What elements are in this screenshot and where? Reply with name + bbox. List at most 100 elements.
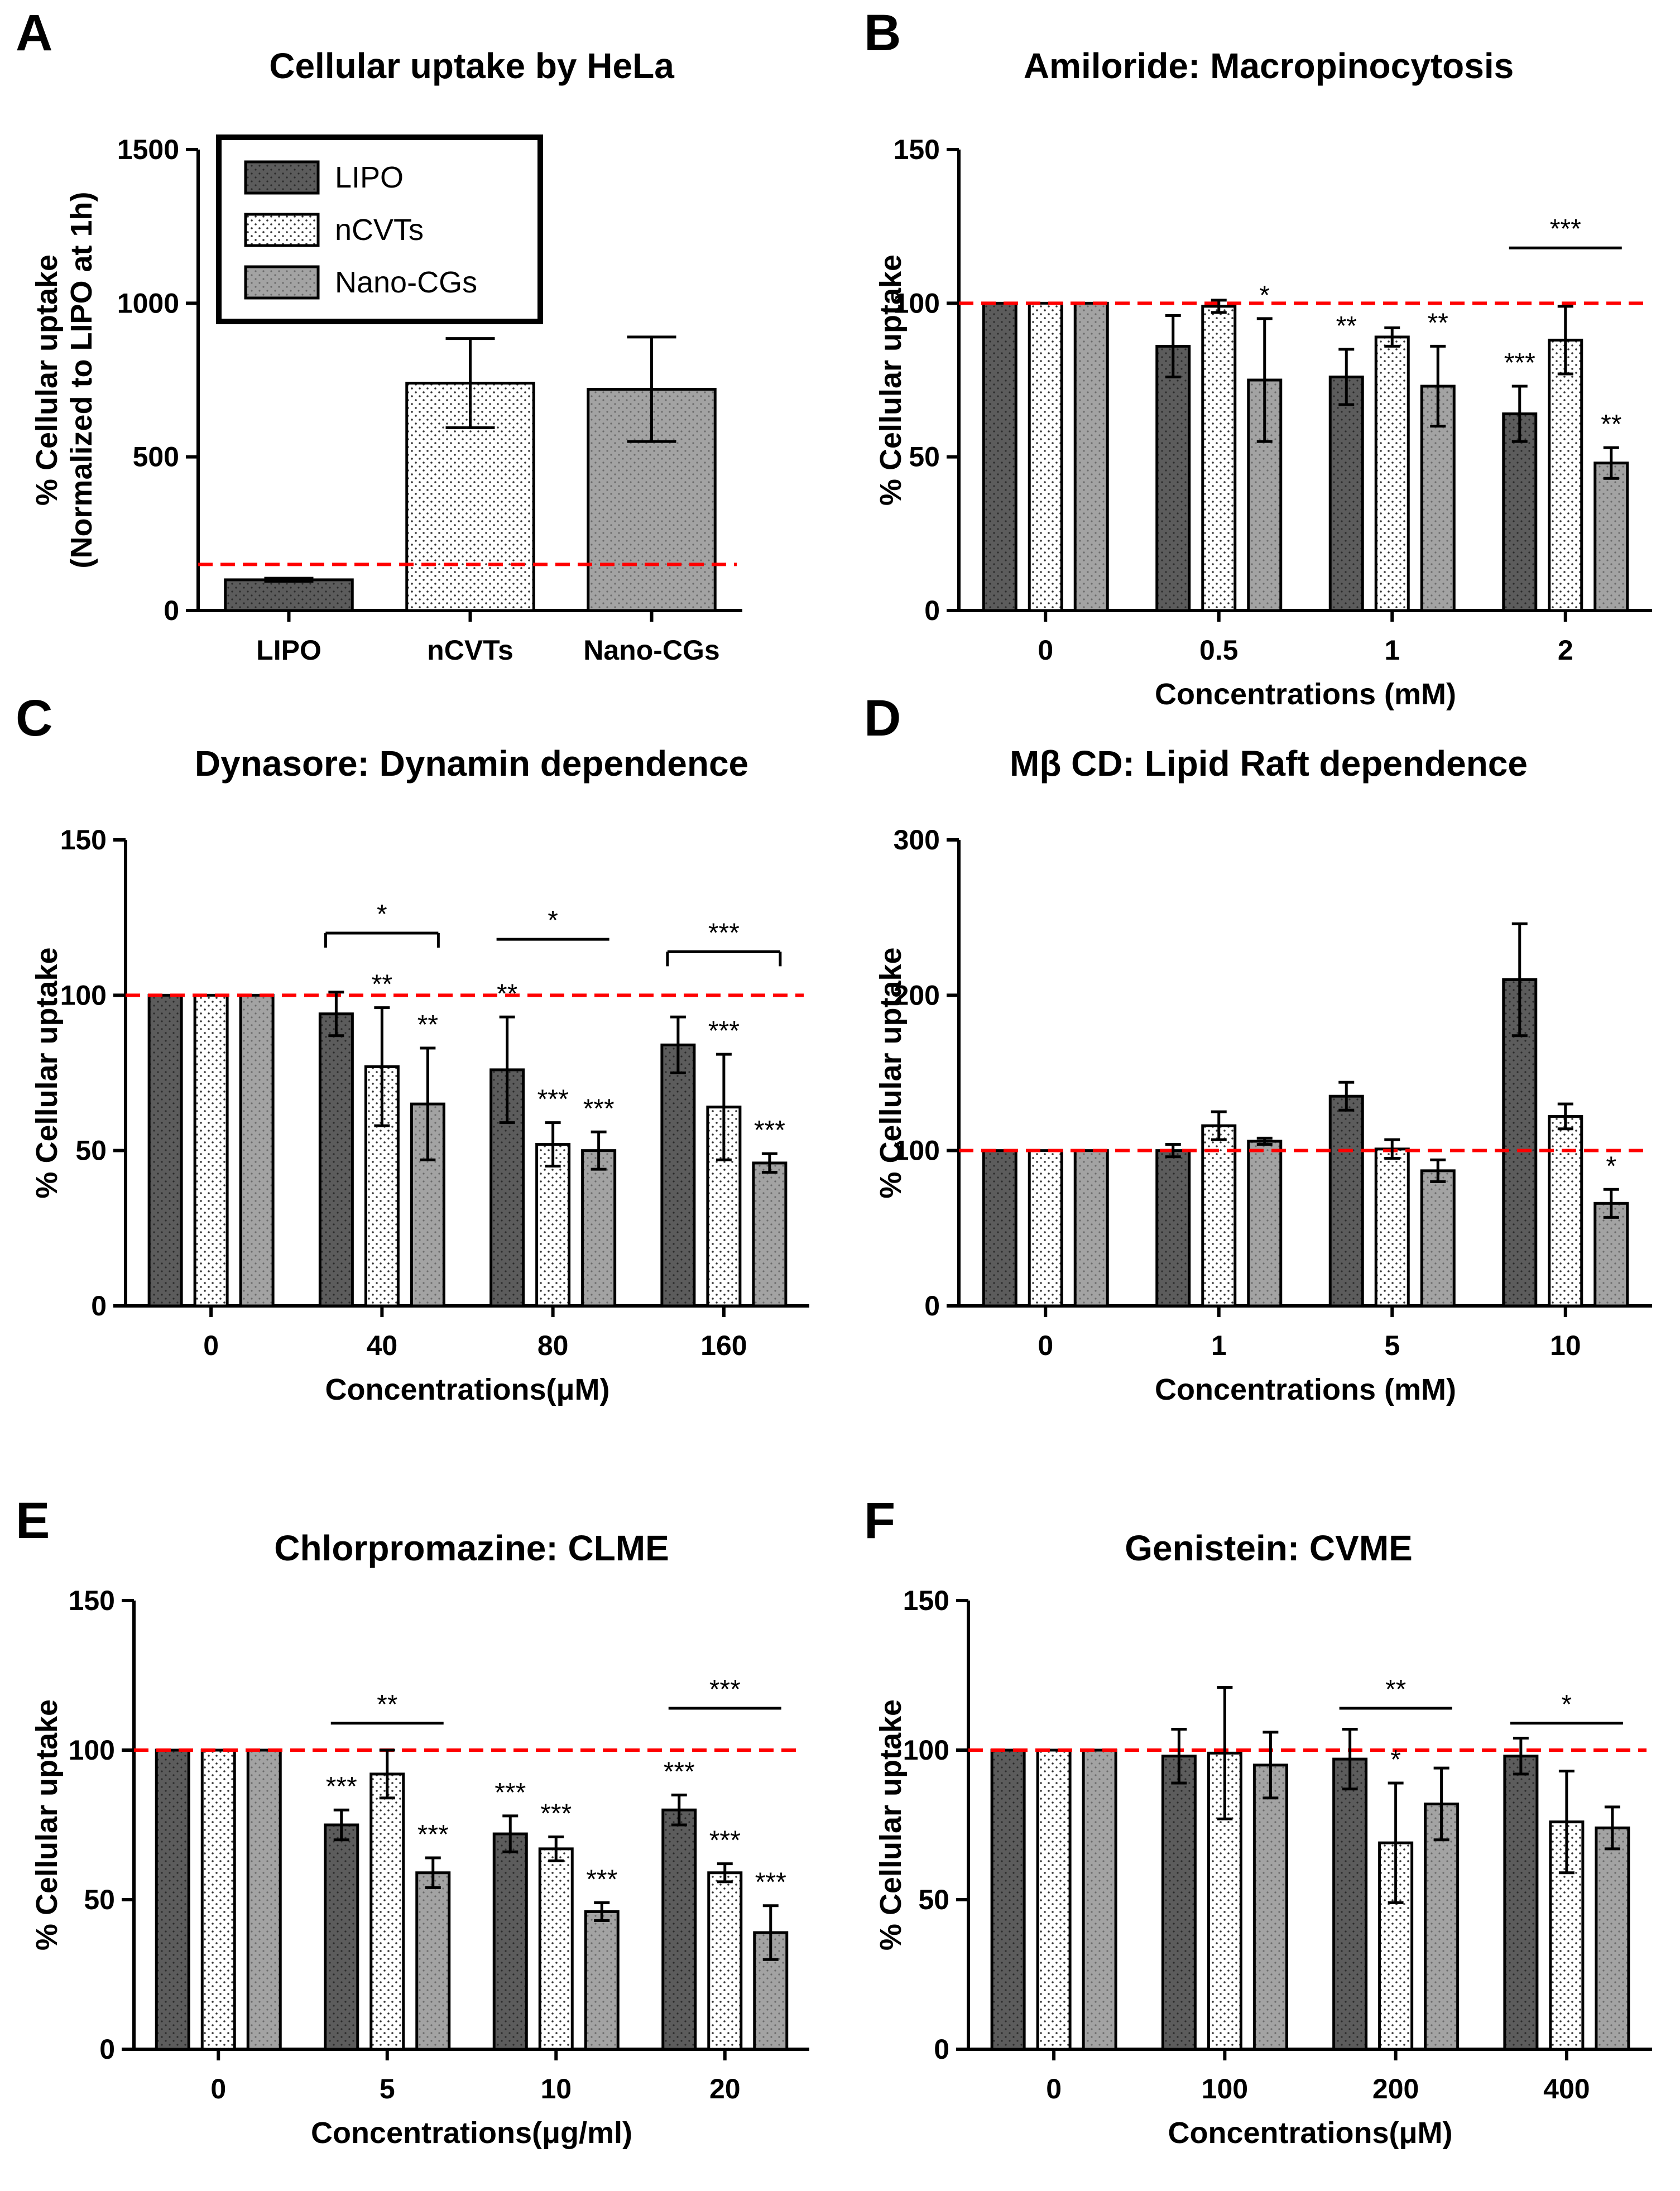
significance-marker: *** [1504, 348, 1535, 378]
legend-label-lipo: LIPO [335, 161, 404, 194]
y-tick-label: 0 [924, 595, 940, 626]
y-axis-label: % Cellular uptake [874, 947, 908, 1198]
x-tick-label: 1 [1384, 635, 1400, 666]
bar-nanocgs-80 [581, 1149, 617, 1308]
panel-letter: A [16, 4, 52, 61]
y-tick-label: 100 [903, 1734, 949, 1766]
x-tick-label: 5 [380, 2073, 395, 2104]
bar-ncvts-100 [1207, 1751, 1242, 2051]
bar-ncvts-10 [538, 1847, 574, 2051]
bracket-significance-label: * [377, 900, 387, 929]
bracket-significance-label: *** [708, 918, 740, 948]
significance-marker: *** [664, 1757, 695, 1786]
y-tick-label: 150 [69, 1585, 115, 1616]
bar-lipo-1 [1328, 375, 1364, 612]
significance-marker: *** [583, 1094, 615, 1123]
bar-lipo-1 [1155, 1149, 1191, 1308]
bar-nanocgs-0 [1082, 1748, 1117, 2051]
y-tick-label: 0 [924, 1290, 940, 1322]
chart-title: Cellular uptake by HeLa [269, 46, 674, 86]
y-tick-label: 50 [918, 1884, 949, 1915]
legend-swatch-nanocgs [244, 265, 320, 300]
bar-ncvts-0.5 [1201, 305, 1237, 612]
bar-lipo-200 [1332, 1757, 1368, 2051]
bar-ncvts-5 [1374, 1147, 1410, 1308]
bar-nanocgs-400 [1595, 1826, 1630, 2051]
y-tick-label: 150 [60, 824, 107, 856]
legend-swatch-ncvts [244, 213, 320, 247]
panel-e: E Chlorpromazine: CLME % Cellular uptake 0 5… [16, 1492, 809, 2150]
bar-nanocgs-0 [246, 1748, 282, 2051]
y-axis-label: % Cellular uptake [30, 947, 64, 1198]
bar-lipo-10 [492, 1832, 528, 2051]
y-axis-label: % Cellular uptake [30, 254, 64, 506]
y-tick-label: 100 [69, 1734, 115, 1766]
y-axis-label: % Cellular uptake [874, 254, 908, 506]
bar-lipo-5 [324, 1823, 359, 2051]
y-tick-label: 100 [894, 1135, 940, 1166]
bar-ncvts-0 [1028, 301, 1063, 612]
x-tick-label: nCVTs [427, 635, 513, 666]
bar-nanocgs-0 [239, 993, 275, 1308]
bar-ncvts-1 [1201, 1124, 1237, 1308]
y-tick-label: 50 [84, 1884, 115, 1915]
y-tick-label: 500 [133, 441, 179, 473]
y-tick-label: 50 [909, 441, 940, 473]
x-tick-label: 2 [1558, 635, 1573, 666]
chart-title: Amiloride: Macropinocytosis [1024, 46, 1514, 86]
significance-marker: *** [755, 1868, 786, 1897]
significance-marker: *** [537, 1085, 569, 1114]
significance-marker: ** [497, 979, 517, 1008]
bar-ncvts-5 [369, 1772, 405, 2051]
panel-b: B Amiloride: Macropinocytosis % Cellular u… [864, 4, 1652, 711]
y-tick-label: 150 [903, 1585, 949, 1616]
significance-marker: *** [495, 1778, 526, 1808]
y-tick-label: 0 [934, 2034, 949, 2065]
bar-nanocgs-200 [1424, 1802, 1460, 2051]
y-axis-label: % Cellular uptake [30, 1699, 64, 1950]
y-tick-label: 0 [99, 2034, 115, 2065]
bar-lipo-0 [990, 1748, 1026, 2051]
bar-ncvts-1 [1374, 335, 1410, 612]
bar-lipo-0 [982, 1149, 1017, 1308]
bar-ncvts-10 [1548, 1114, 1583, 1308]
bracket-significance-label: *** [1550, 214, 1581, 244]
chart-title: Dynasore: Dynamin dependence [195, 743, 748, 784]
bar-nanocgs-1 [1247, 1140, 1283, 1308]
x-tick-label: 20 [709, 2073, 741, 2104]
significance-marker: *** [326, 1772, 357, 1801]
legend-swatch-lipo [244, 160, 320, 195]
x-axis-label: Concentrations(μg/ml) [311, 2116, 632, 2150]
y-tick-label: 150 [894, 134, 940, 165]
bracket-significance-label: ** [377, 1690, 397, 1719]
significance-marker: * [1259, 281, 1270, 310]
panel-a: A Cellular uptake by HeLa % Cellular uptak… [16, 4, 742, 666]
y-tick-label: 1000 [117, 287, 179, 319]
bar-nanocgs-0 [1073, 1149, 1109, 1308]
x-tick-label: 10 [540, 2073, 572, 2104]
bar-ncvts-0 [193, 993, 229, 1308]
bar-lipo-0 [147, 993, 183, 1308]
significance-marker: *** [709, 1826, 741, 1856]
bar-ncvts-20 [707, 1871, 743, 2051]
x-tick-label: 0 [1038, 635, 1053, 666]
significance-marker: *** [540, 1799, 572, 1828]
panels-container: A Cellular uptake by HeLa % Cellular uptak… [16, 4, 1652, 2150]
bar-lipo-400 [1503, 1755, 1539, 2051]
legend-label-ncvts: nCVTs [335, 213, 424, 247]
bar-nanocgs-2 [1593, 462, 1629, 612]
x-tick-label: 0 [1046, 2073, 1062, 2104]
bar-lipo-40 [318, 1012, 354, 1308]
y-tick-label: 1500 [117, 134, 179, 165]
x-tick-label: 200 [1372, 2073, 1419, 2104]
y-axis-label-line2: (Normalized to LIPO at 1h) [65, 191, 98, 568]
y-tick-label: 300 [894, 824, 940, 856]
y-tick-label: 50 [75, 1135, 107, 1166]
x-axis-label: Concentrations (mM) [1155, 678, 1456, 711]
bar-nanocgs-5 [415, 1871, 451, 2051]
bar-nanocgs-10 [584, 1910, 620, 2051]
x-axis-label: Concentrations(μM) [1168, 2116, 1452, 2150]
x-axis-label: Concentrations (mM) [1155, 1373, 1456, 1406]
panel-letter: E [16, 1492, 50, 1549]
y-tick-label: 100 [60, 979, 107, 1011]
